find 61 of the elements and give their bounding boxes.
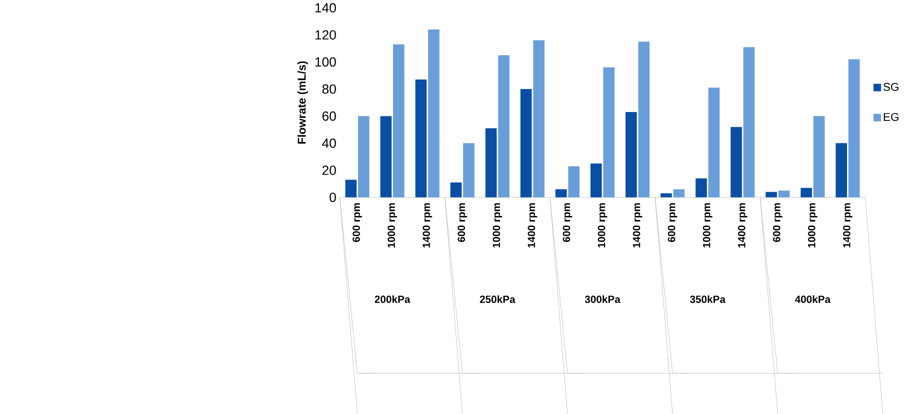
bar — [380, 116, 392, 198]
bar — [498, 55, 510, 198]
bar — [743, 47, 755, 198]
x-tick-label: 600 rpm — [668, 203, 678, 242]
legend-label: EG — [884, 112, 898, 121]
y-tick-label: 20 — [322, 166, 336, 175]
x-tick-label: 1000 rpm — [702, 203, 712, 248]
bar — [603, 67, 615, 198]
y-tick-label: 120 — [315, 30, 336, 40]
y-tick-label: 40 — [322, 138, 336, 148]
bar — [638, 42, 650, 198]
bar — [450, 182, 462, 198]
y-tick-label: 60 — [322, 111, 336, 121]
bar — [800, 188, 812, 198]
legend-label: SG — [883, 82, 898, 91]
y-tick-label: 100 — [315, 57, 336, 67]
x-tick-label: 1400 rpm — [422, 203, 432, 248]
bar — [520, 88, 532, 198]
bar — [708, 88, 720, 198]
bar — [358, 116, 370, 198]
bar — [813, 116, 825, 198]
y-tick-label: 0 — [330, 192, 336, 202]
bar — [415, 80, 427, 198]
bar — [533, 40, 544, 198]
bar — [463, 143, 474, 198]
text: 250kPa — [480, 295, 516, 303]
y-axis-title: Flowrate (mL/s) — [297, 61, 308, 144]
bar — [766, 192, 777, 198]
bar — [673, 189, 685, 198]
bar — [428, 29, 440, 198]
bar — [485, 128, 497, 198]
x-tick-label: 1000 rpm — [492, 203, 502, 248]
bar — [393, 44, 404, 198]
text: 200kPa — [374, 295, 410, 303]
bar — [778, 190, 790, 198]
y-tick-label: 140 — [315, 3, 336, 12]
text: 300kPa — [584, 295, 620, 303]
text: 350kPa — [690, 295, 726, 303]
x-tick-label: 600 rpm — [458, 203, 468, 242]
bar — [590, 163, 602, 198]
x-tick-label: 600 rpm — [352, 203, 362, 242]
bar — [696, 178, 707, 198]
x-tick-label: 600 rpm — [772, 203, 782, 242]
x-tick-label: 600 rpm — [562, 203, 572, 242]
x-tick-label: 1000 rpm — [808, 203, 818, 248]
x-tick-label: 1400 rpm — [843, 203, 852, 248]
bar — [730, 126, 742, 198]
bar — [345, 180, 357, 198]
text: 400kPa — [794, 295, 831, 303]
bar — [836, 143, 848, 198]
bar — [848, 59, 860, 198]
x-tick-label: 1000 rpm — [388, 203, 398, 248]
x-tick-label: 1000 rpm — [598, 203, 608, 248]
x-tick-label: 1400 rpm — [632, 203, 642, 248]
x-tick-label: 1400 rpm — [528, 203, 538, 248]
bar — [660, 193, 672, 198]
bar — [626, 112, 637, 198]
bar — [555, 189, 567, 198]
y-tick-label: 80 — [322, 84, 336, 94]
bar — [568, 166, 580, 198]
x-tick-label: 1400 rpm — [738, 203, 748, 248]
